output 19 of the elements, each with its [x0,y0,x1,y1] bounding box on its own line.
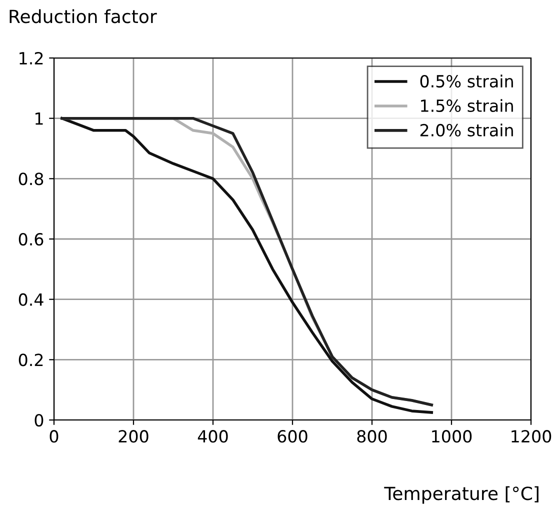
x-tick-label: 600 [278,430,308,443]
y-tick-label: 0 [34,414,44,427]
y-tick-label: 1 [36,112,43,125]
x-tick-label: 400 [198,430,228,443]
x-tick-label: 0 [50,430,58,443]
x-tick-label: 800 [357,430,387,443]
y-tick-label: 1.2 [20,52,43,64]
legend-label: 1.5% strain [421,99,513,112]
x-tick-label: 200 [118,430,148,443]
y-axis-title: Reduction factor [10,9,157,24]
y-tick-label: 0.4 [18,293,44,306]
y-tick-label: 0.2 [18,354,43,366]
x-axis-title: Temperature [°C] [384,486,538,504]
legend-label: 2.0% strain [420,124,513,136]
legend-label: 0.5% strain [420,74,513,88]
x-tick-label: 1000 [432,430,472,443]
y-tick-label: 0.6 [18,232,44,246]
x-tick-label: 1200 [512,430,552,443]
y-tick-label: 0.8 [18,172,44,186]
